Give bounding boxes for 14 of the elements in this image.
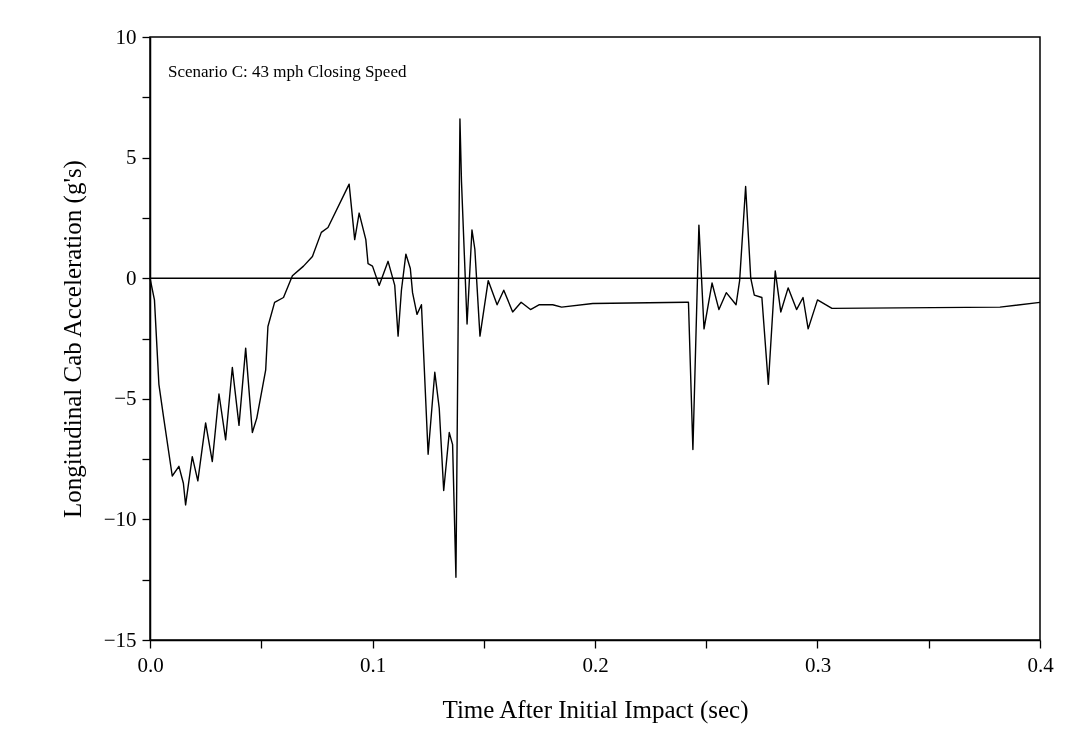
y-tick-label: −15 [103, 627, 137, 652]
x-tick-label: 0.2 [582, 652, 609, 677]
x-tick-label: 0.4 [1027, 652, 1055, 677]
y-tick-label: 10 [115, 24, 137, 49]
x-tick-label: 0.3 [804, 652, 832, 677]
y-tick-label: 5 [126, 145, 137, 170]
y-axis-title: Longitudinal Cab Acceleration (g's) [58, 160, 87, 518]
y-tick-label: 0 [126, 265, 137, 290]
y-tick-label: −5 [114, 386, 137, 411]
x-tick-label: 0.0 [137, 652, 164, 677]
y-tick-label: −10 [103, 506, 137, 531]
annotation: Scenario C: 43 mph Closing Speed [168, 62, 407, 81]
x-axis-title: Time After Initial Impact (sec) [442, 695, 749, 724]
x-tick-label: 0.1 [359, 652, 387, 677]
